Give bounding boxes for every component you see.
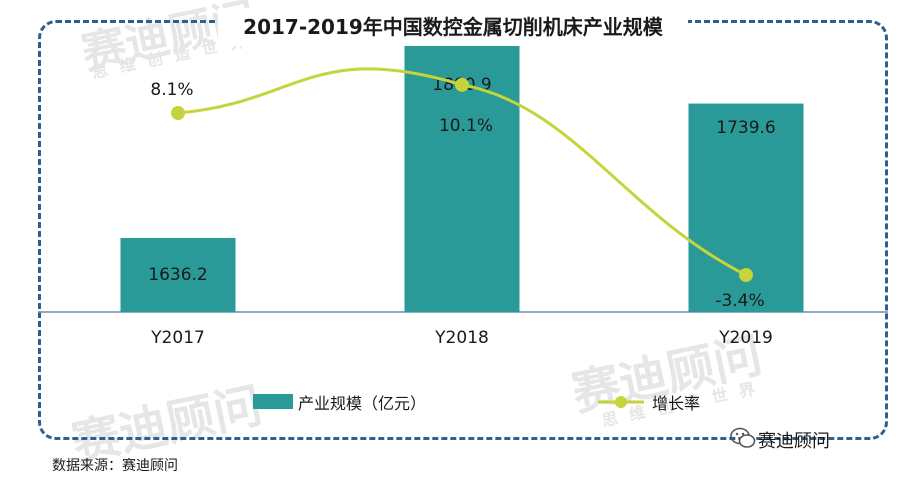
bar-value-label: 1739.6 xyxy=(716,118,775,138)
growth-point xyxy=(171,106,185,120)
brand-label: 赛迪顾问 xyxy=(758,431,830,452)
source-note: 数据来源：赛迪顾问 xyxy=(52,458,178,474)
category-label: Y2017 xyxy=(150,328,205,348)
chart-title: 2017-2019年中国数控金属切削机床产业规模 xyxy=(218,8,688,46)
growth-point xyxy=(739,268,753,282)
wechat-icon xyxy=(730,427,756,448)
growth-point xyxy=(455,77,469,92)
category-label: Y2019 xyxy=(718,328,773,348)
legend-bar-label: 产业规模（亿元） xyxy=(298,394,427,413)
legend-bar-swatch xyxy=(253,394,293,409)
growth-value-label: 10.1% xyxy=(439,116,493,136)
bar xyxy=(120,238,236,312)
category-label: Y2018 xyxy=(434,328,489,348)
legend-line-label: 增长率 xyxy=(652,394,701,413)
legend-line-swatch xyxy=(598,396,644,408)
bar xyxy=(404,23,520,312)
growth-value-label: -3.4% xyxy=(715,291,764,311)
growth-value-label: 8.1% xyxy=(150,80,193,100)
bar-value-label: 1636.2 xyxy=(148,265,207,285)
